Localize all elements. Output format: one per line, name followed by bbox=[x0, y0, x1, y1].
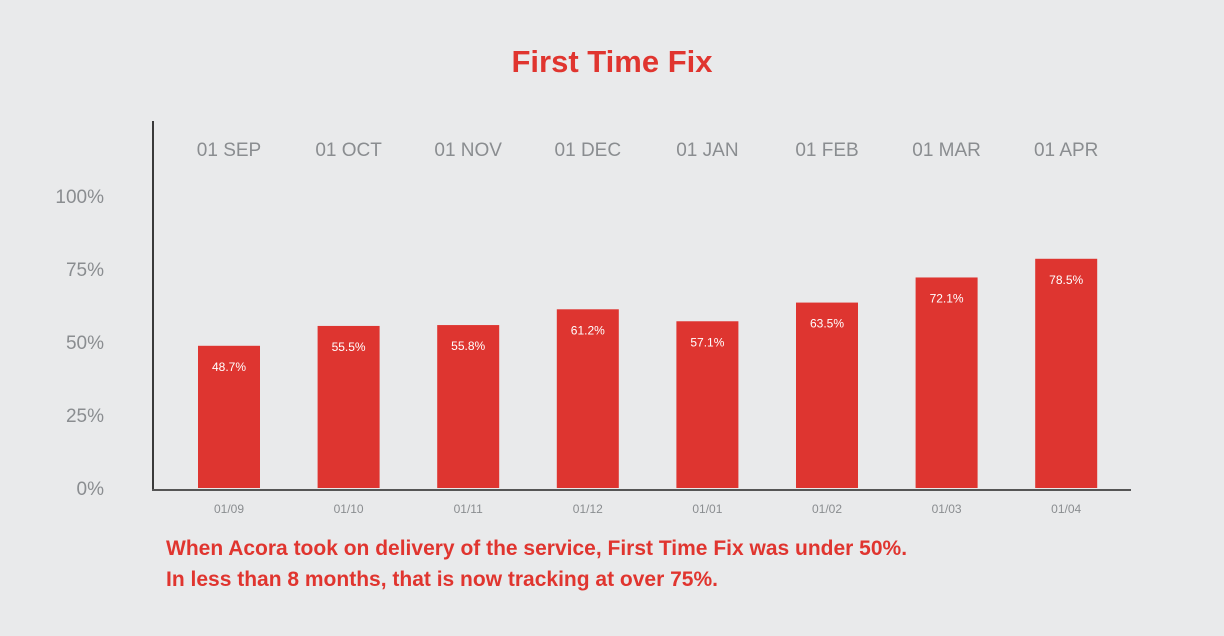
top-month-label: 01 FEB bbox=[795, 140, 858, 161]
x-tick-label: 01/04 bbox=[1051, 502, 1081, 516]
x-tick-label: 01/01 bbox=[692, 502, 722, 516]
top-month-label: 01 NOV bbox=[434, 140, 502, 161]
bar-data-label: 72.1% bbox=[930, 291, 964, 305]
top-month-label: 01 APR bbox=[1034, 140, 1098, 161]
top-month-label: 01 MAR bbox=[912, 140, 981, 161]
bar bbox=[915, 277, 978, 488]
x-tick-label: 01/09 bbox=[214, 502, 244, 516]
x-tick-label: 01/02 bbox=[812, 502, 842, 516]
y-tick-label: 100% bbox=[55, 187, 104, 208]
top-month-label: 01 OCT bbox=[315, 140, 382, 161]
bar-data-label: 61.2% bbox=[571, 323, 605, 337]
bar-data-label: 78.5% bbox=[1049, 273, 1083, 287]
bar bbox=[198, 345, 260, 488]
bar bbox=[1035, 258, 1098, 488]
bar-data-label: 63.5% bbox=[810, 317, 844, 331]
bar-data-label: 57.1% bbox=[690, 335, 724, 349]
bar-data-label: 55.5% bbox=[332, 340, 366, 354]
top-month-label: 01 JAN bbox=[676, 140, 738, 161]
x-axis-tick-labels: 01/09 01/10 01/11 01/12 01/01 01/02 01/03 01/04 bbox=[214, 502, 1082, 516]
bar-data-label: 55.8% bbox=[451, 339, 485, 353]
x-tick-label: 01/12 bbox=[573, 502, 603, 516]
y-axis-tick-labels: 0% 25% 50% 75% 100% bbox=[55, 187, 104, 500]
bar bbox=[317, 325, 380, 488]
bar bbox=[556, 309, 619, 488]
bar bbox=[437, 325, 500, 488]
bar bbox=[796, 302, 858, 488]
bar bbox=[676, 321, 739, 488]
bar-data-label: 48.7% bbox=[212, 360, 246, 374]
chart-title: First Time Fix bbox=[511, 44, 713, 79]
top-month-labels: 01 SEP 01 OCT 01 NOV 01 DEC 01 JAN 01 FEB 01 M… bbox=[197, 140, 1099, 161]
y-tick-label: 75% bbox=[66, 260, 104, 281]
bar-data-labels: 48.7% 55.5% 55.8% 61.2% 57.1% 63.5% 72.1% 78.5% bbox=[212, 273, 1084, 374]
caption-line-1: When Acora took on delivery of the servi… bbox=[166, 537, 908, 560]
top-month-label: 01 SEP bbox=[197, 140, 261, 161]
x-tick-label: 01/11 bbox=[454, 502, 483, 516]
y-tick-label: 0% bbox=[77, 479, 105, 500]
x-tick-label: 01/10 bbox=[334, 502, 364, 516]
y-tick-label: 50% bbox=[66, 333, 104, 354]
x-tick-label: 01/03 bbox=[932, 502, 962, 516]
top-month-label: 01 DEC bbox=[555, 140, 622, 161]
bars bbox=[198, 258, 1098, 488]
y-tick-label: 25% bbox=[66, 406, 104, 427]
caption-line-2: In less than 8 months, that is now track… bbox=[166, 568, 718, 591]
